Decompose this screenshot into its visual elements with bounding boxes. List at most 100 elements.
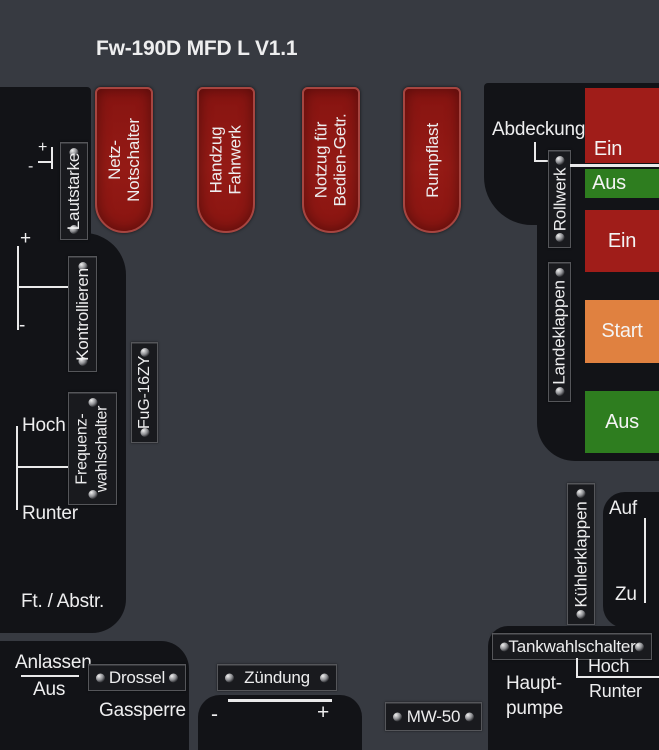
screw-dot bbox=[88, 398, 97, 407]
ignition-nameplate: Zündung bbox=[217, 664, 337, 691]
frequency-scale-tick bbox=[16, 466, 68, 468]
screw-dot bbox=[576, 489, 586, 498]
check-plus-label: + bbox=[20, 228, 31, 249]
screw-dot bbox=[69, 225, 79, 234]
screw-dot bbox=[576, 610, 586, 619]
cover-pointer-vline bbox=[534, 142, 536, 162]
main-pump-label-line2: pumpe bbox=[506, 698, 564, 719]
volume-plus-label: + bbox=[38, 139, 48, 156]
flaps-start-label: Start bbox=[601, 320, 643, 342]
pull-tab-label: Notzug für Bedien-Getr. bbox=[312, 113, 351, 207]
volume-nameplate: Lautstarke bbox=[60, 142, 88, 240]
cooler-flap-panel bbox=[603, 492, 659, 628]
gear-label: Rollwerk bbox=[550, 167, 570, 231]
fuel-down-label: Runter bbox=[589, 681, 642, 701]
flaps-label: Landeklappen bbox=[550, 279, 569, 385]
ignition-minus-label: - bbox=[211, 703, 218, 726]
cooler-flaps-label: Kühlerklappen bbox=[571, 500, 591, 608]
mw50-label: MW-50 bbox=[406, 706, 461, 726]
pull-tab-handzug-fahrwerk[interactable]: Handzug Fahrwerk bbox=[197, 87, 255, 233]
screw-dot bbox=[465, 712, 474, 721]
throttle-label: Drossel bbox=[108, 667, 166, 687]
frequency-scale-line bbox=[16, 426, 18, 510]
screw-dot bbox=[96, 673, 105, 682]
cooler-flaps-nameplate: Kühlerklappen bbox=[567, 483, 595, 625]
page-title: Fw-190D MFD L V1.1 bbox=[96, 37, 298, 60]
check-minus-label: - bbox=[19, 315, 26, 336]
radio-nameplate: FuG-16ZY bbox=[131, 342, 158, 443]
radio-label: FuG-16ZY bbox=[136, 355, 153, 430]
flaps-off-label: Aus bbox=[605, 410, 639, 433]
screw-dot bbox=[555, 156, 564, 165]
frequency-up-label: Hoch bbox=[22, 415, 66, 436]
pull-tab-netz-notschalter[interactable]: Netz- Notschalter bbox=[95, 87, 153, 233]
screw-dot bbox=[140, 348, 149, 357]
gear-indicator-line bbox=[570, 164, 659, 167]
pull-tab-label: Rumpflast bbox=[422, 122, 442, 198]
screw-dot bbox=[555, 387, 564, 396]
screw-dot bbox=[555, 233, 564, 242]
engine-off-label: Aus bbox=[33, 679, 66, 700]
pull-tab-rumpflast[interactable]: Rumpflast bbox=[403, 87, 461, 233]
check-scale-tick bbox=[17, 286, 68, 288]
screw-dot bbox=[78, 262, 87, 271]
screw-dot bbox=[88, 490, 97, 499]
ignition-label: Zündung bbox=[244, 667, 310, 687]
flaps-off-button[interactable]: Aus bbox=[585, 391, 659, 453]
screw-dot bbox=[555, 268, 564, 277]
gear-on-button[interactable]: Ein bbox=[585, 88, 659, 163]
screw-dot bbox=[225, 673, 234, 682]
check-label: Kontrollieren bbox=[73, 267, 92, 361]
gas-lock-label: Gassperre bbox=[99, 700, 186, 721]
flaps-on-label: Ein bbox=[607, 229, 637, 252]
ignition-panel bbox=[198, 695, 362, 750]
pull-tab-notzug-bedien-getr[interactable]: Notzug für Bedien-Getr. bbox=[302, 87, 360, 233]
gear-nameplate: Rollwerk bbox=[548, 150, 571, 248]
screw-dot bbox=[169, 673, 178, 682]
cooler-open-label: Auf bbox=[609, 498, 637, 519]
cover-label: Abdeckung bbox=[492, 119, 586, 140]
cooler-scale-line bbox=[644, 518, 646, 603]
frequency-selector-nameplate: Frequenz-wahlschalter bbox=[68, 392, 117, 505]
flaps-start-button[interactable]: Start bbox=[585, 300, 659, 363]
pull-tab-label: Handzug Fahrwerk bbox=[207, 125, 245, 195]
fuel-selector-nameplate: Tankwahlschalter bbox=[492, 633, 652, 660]
fuel-selector-label: Tankwahlschalter bbox=[508, 636, 636, 656]
bottom-left-panel bbox=[0, 641, 189, 750]
volume-scale-tick bbox=[38, 161, 51, 163]
check-nameplate: Kontrollieren bbox=[68, 256, 97, 372]
cover-pointer-hline bbox=[534, 160, 548, 162]
engine-start-label: Anlassen bbox=[15, 652, 92, 673]
flaps-nameplate: Landeklappen bbox=[548, 262, 571, 402]
screw-dot bbox=[320, 673, 329, 682]
mw50-nameplate: MW-50 bbox=[385, 702, 482, 731]
throttle-nameplate: Drossel bbox=[88, 664, 186, 691]
volume-minus-label: - bbox=[28, 158, 34, 175]
feet-abstand-label: Ft. / Abstr. bbox=[21, 591, 105, 612]
fuel-up-label: Hoch bbox=[588, 656, 630, 676]
flaps-on-button[interactable]: Ein bbox=[585, 210, 659, 272]
gear-off-button[interactable]: Aus bbox=[585, 169, 659, 198]
screw-dot bbox=[500, 642, 509, 651]
check-scale-line bbox=[17, 246, 19, 330]
screw-dot bbox=[78, 357, 87, 366]
engine-start-divider bbox=[21, 675, 79, 677]
ignition-plus-label: + bbox=[317, 701, 330, 724]
fuel-pointer-vline bbox=[576, 658, 578, 678]
frequency-selector-label: Frequenz-wahlschalter bbox=[73, 405, 111, 492]
screw-dot bbox=[69, 148, 79, 157]
cooler-close-label: Zu bbox=[615, 584, 637, 605]
screw-dot bbox=[635, 642, 644, 651]
volume-scale-line bbox=[51, 147, 53, 169]
gear-on-label: Ein bbox=[593, 138, 623, 160]
screw-dot bbox=[140, 428, 149, 437]
gear-off-label: Aus bbox=[592, 172, 626, 194]
frequency-down-label: Runter bbox=[22, 503, 78, 524]
fuel-scale-hline bbox=[576, 676, 659, 678]
ignition-scale-line bbox=[228, 699, 332, 702]
volume-label: Lautstarke bbox=[64, 152, 84, 230]
main-pump-label-line1: Haupt- bbox=[506, 673, 562, 694]
screw-dot bbox=[393, 712, 402, 721]
pull-tab-label: Netz- Notschalter bbox=[105, 118, 143, 202]
